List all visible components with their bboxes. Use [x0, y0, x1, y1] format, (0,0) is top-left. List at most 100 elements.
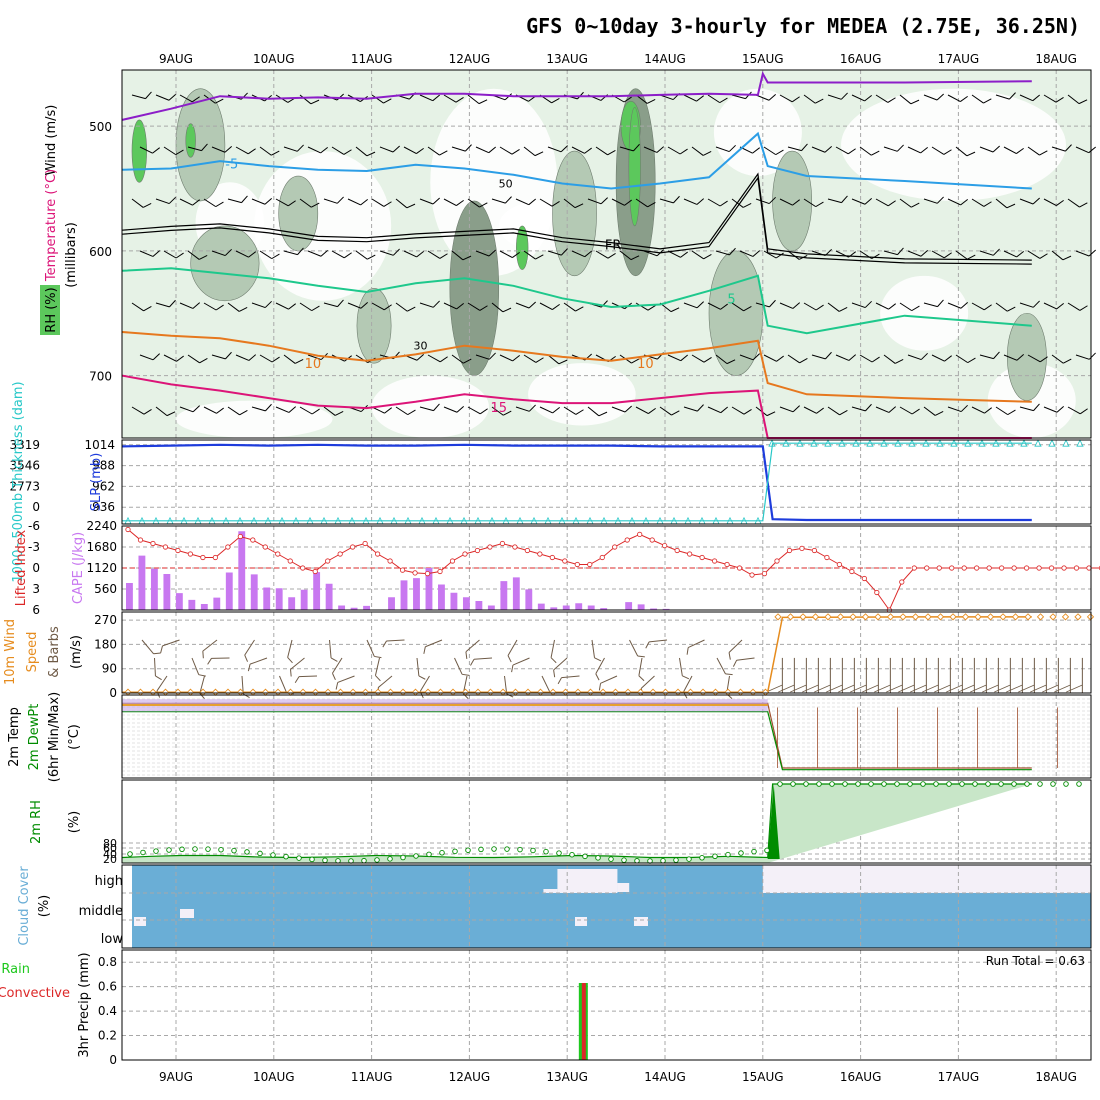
- barb-staff: [955, 250, 968, 260]
- lifted-index-marker: [961, 565, 967, 571]
- lifted-tick-label: 6: [32, 603, 40, 617]
- barb-flag: [550, 657, 557, 664]
- cape-bar: [238, 531, 246, 610]
- barb-staff: [539, 406, 553, 414]
- cape-bar: [350, 607, 358, 610]
- barb-flag: [288, 406, 297, 413]
- wind10-barb: [207, 657, 230, 665]
- wind-barb: [419, 300, 440, 308]
- wind10-barb: [504, 675, 514, 698]
- barb-staff: [541, 675, 551, 693]
- wind-barb: [251, 300, 272, 309]
- thickness-marker: [810, 439, 818, 447]
- wind-barb: [571, 146, 592, 154]
- wind-barb: [739, 353, 760, 361]
- rh2m-marker: [634, 858, 640, 864]
- barb-flag: [311, 202, 320, 208]
- lifted-index-marker: [362, 540, 368, 547]
- contour-label: -5: [225, 158, 238, 173]
- wind-barb: [763, 354, 784, 362]
- barb-staff: [1043, 198, 1057, 207]
- rh2m-marker: [205, 846, 211, 852]
- wind10-marker: [961, 613, 970, 621]
- barb-flag: [936, 93, 945, 101]
- barb-staff: [907, 146, 921, 154]
- wind-barb: [899, 94, 920, 105]
- barb-flag: [638, 675, 645, 682]
- barb-flag: [871, 356, 880, 363]
- wind10-tick-label: 180: [94, 637, 117, 651]
- cloud-gap-high: [557, 869, 618, 893]
- barb-flag: [224, 248, 232, 256]
- barb-staff: [355, 250, 368, 260]
- slp-tick-label: 936: [92, 500, 115, 514]
- t2m-dewpt-line: [122, 711, 1032, 771]
- barb-staff: [211, 146, 226, 153]
- precip-run-total: Run Total = 0.63: [986, 954, 1085, 968]
- lifted-index-marker: [137, 537, 144, 543]
- cape-tick-label: 560: [94, 582, 117, 596]
- wind-barb: [1067, 406, 1088, 415]
- wind-barb: [971, 94, 992, 104]
- ylabel-t2m: (°C): [67, 724, 82, 750]
- ylabel-wind10: & Barbs: [47, 626, 62, 678]
- wind10-barb: [638, 657, 645, 682]
- barb-flag: [686, 647, 689, 655]
- lifted-tick-label: -6: [28, 519, 40, 533]
- barb-staff: [755, 198, 770, 205]
- rh2m-marker: [374, 857, 380, 863]
- barb-flag: [839, 409, 848, 416]
- barb-staff: [355, 146, 368, 157]
- wind-barb: [803, 406, 824, 414]
- wind10-barb: [598, 675, 618, 691]
- rh2m-marker: [257, 850, 263, 857]
- barb-staff: [635, 406, 649, 415]
- barb-staff: [923, 406, 936, 416]
- wind10-marker: [811, 613, 820, 621]
- barb-staff: [923, 302, 938, 308]
- wind-barb: [187, 250, 208, 260]
- wind-barb: [619, 250, 640, 261]
- barb-flag: [696, 198, 705, 205]
- wind-barb: [907, 352, 928, 361]
- lifted-index-marker: [986, 565, 992, 571]
- thickness-line: [122, 442, 1032, 522]
- barb-flag: [488, 352, 496, 360]
- wind10-barb: [287, 639, 293, 664]
- barb-staff: [454, 657, 463, 675]
- wind10-marker: [1024, 613, 1032, 621]
- rh2m-marker: [322, 857, 328, 864]
- barb-staff: [1051, 146, 1066, 152]
- wind-barb: [379, 248, 400, 256]
- wind10-barb: [329, 639, 338, 662]
- lifted-index-marker: [649, 537, 655, 543]
- wind-barb: [323, 406, 344, 416]
- thickness-marker: [1020, 439, 1028, 447]
- wind-barb: [211, 351, 232, 360]
- wind-barb: [179, 198, 200, 206]
- rh2m-spike: [767, 784, 780, 859]
- barb-staff: [331, 146, 345, 155]
- wind-barb: [755, 196, 776, 205]
- barb-staff: [635, 302, 649, 311]
- barb-staff: [512, 657, 530, 666]
- wind10-barb-flag: [850, 684, 867, 693]
- wind-barb: [419, 197, 441, 205]
- cape-bar: [512, 577, 520, 610]
- thickness-marker: [922, 439, 930, 447]
- barb-flag: [343, 252, 352, 259]
- barb-flag: [841, 195, 848, 203]
- wind10-barb-flag: [1066, 684, 1083, 693]
- wind-barb: [443, 198, 464, 207]
- barb-flag: [934, 410, 944, 416]
- temp-line: [122, 331, 1032, 403]
- lifted-index-marker: [874, 589, 880, 596]
- wind10-barb-flag: [934, 684, 951, 693]
- wind-barb: [779, 405, 800, 413]
- wind-barb: [1003, 353, 1025, 361]
- wind-barb: [995, 302, 1016, 312]
- barb-staff: [547, 146, 562, 153]
- rh2m-marker: [777, 781, 783, 787]
- barb-staff: [379, 250, 394, 256]
- barb-staff: [803, 302, 817, 311]
